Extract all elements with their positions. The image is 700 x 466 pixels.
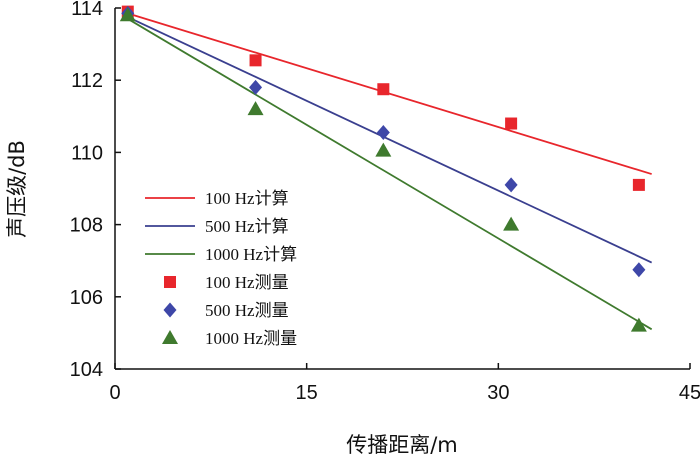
- y-tick-label: 110: [71, 142, 103, 164]
- x-tick-label: 0: [109, 382, 120, 404]
- data-point-1-3: [504, 177, 518, 193]
- legend-marker-swatch: [162, 330, 178, 344]
- data-point-0-3: [505, 117, 518, 130]
- legend-label: 1000 Hz测量: [205, 329, 297, 348]
- y-tick-label: 106: [70, 287, 103, 309]
- legend-marker-swatch: [164, 276, 176, 288]
- y-tick-label: 114: [71, 0, 103, 20]
- series-lines: [127, 12, 653, 331]
- data-point-2-4: [630, 317, 647, 332]
- plot-area: [114, 8, 690, 370]
- data-point-1-1: [249, 79, 263, 95]
- series-line-0: [127, 12, 652, 175]
- data-point-1-2: [376, 125, 390, 141]
- legend-label: 500 Hz计算: [205, 217, 289, 236]
- x-ticks: 0 15 30 45: [109, 363, 700, 404]
- series-line-1: [127, 16, 653, 264]
- x-tick-label: 15: [296, 382, 318, 404]
- data-point-0-4: [632, 178, 645, 191]
- legend-marker-swatch: [163, 302, 177, 318]
- y-tick-label: 112: [71, 70, 103, 92]
- data-point-2-3: [503, 216, 520, 231]
- x-tick-label: 30: [487, 382, 509, 404]
- x-tick-label: 45: [679, 382, 700, 404]
- y-ticks: 104 106 108 110 112 114: [70, 0, 121, 381]
- legend-label: 1000 Hz计算: [205, 245, 297, 264]
- x-axis-title: 传播距离/m: [346, 433, 458, 457]
- series-line-2: [127, 18, 653, 331]
- legend-label: 500 Hz测量: [205, 301, 289, 320]
- data-point-2-0: [119, 7, 136, 22]
- data-point-0-1: [249, 54, 262, 67]
- data-point-2-1: [247, 101, 264, 116]
- legend: 100 Hz计算 500 Hz计算 1000 Hz计算 100 Hz测量 500 Hz测…: [145, 189, 297, 348]
- data-point-1-4: [632, 262, 646, 278]
- y-tick-label: 104: [70, 359, 103, 381]
- data-point-2-2: [375, 142, 392, 157]
- legend-label: 100 Hz测量: [205, 273, 289, 292]
- y-axis-title: 声压级/dB: [5, 140, 29, 238]
- y-tick-label: 108: [70, 215, 103, 237]
- legend-label: 100 Hz计算: [205, 189, 289, 208]
- series-points: [119, 5, 647, 332]
- data-point-0-2: [377, 83, 390, 96]
